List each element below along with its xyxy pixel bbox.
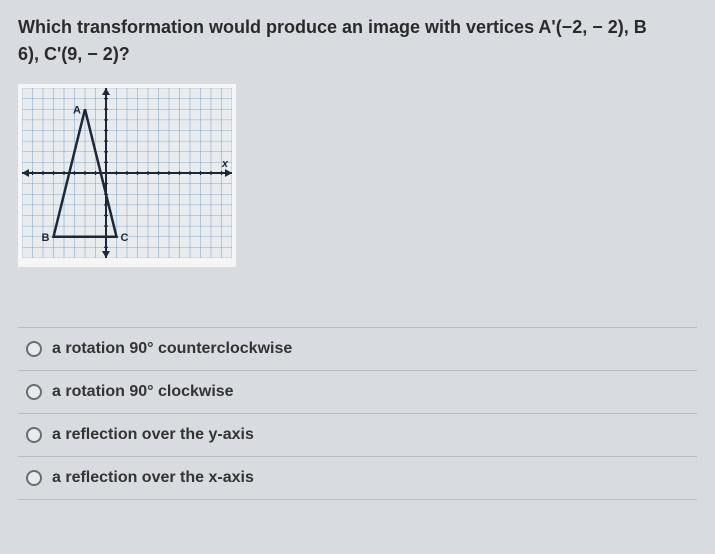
option-row[interactable]: a reflection over the x-axis bbox=[18, 456, 697, 500]
option-label: a rotation 90° counterclockwise bbox=[52, 340, 292, 358]
options-list: a rotation 90° counterclockwise a rotati… bbox=[18, 327, 697, 500]
radio-icon[interactable] bbox=[26, 384, 42, 400]
option-label: a rotation 90° clockwise bbox=[52, 383, 234, 401]
radio-icon[interactable] bbox=[26, 341, 42, 357]
svg-text:B: B bbox=[42, 232, 50, 244]
chart-svg: A B Cx bbox=[22, 88, 232, 258]
option-row[interactable]: a reflection over the y-axis bbox=[18, 413, 697, 456]
radio-icon[interactable] bbox=[26, 427, 42, 443]
question-text: Which transformation would produce an im… bbox=[18, 14, 697, 68]
coordinate-chart: A B Cx bbox=[18, 84, 236, 267]
svg-text:x: x bbox=[221, 158, 229, 170]
option-label: a reflection over the y-axis bbox=[52, 426, 254, 444]
question-line2: 6), C'(9, − 2)? bbox=[18, 44, 130, 64]
svg-text:C: C bbox=[121, 232, 129, 244]
question-line1: Which transformation would produce an im… bbox=[18, 17, 647, 37]
svg-text:A: A bbox=[73, 104, 81, 116]
radio-icon[interactable] bbox=[26, 470, 42, 486]
option-row[interactable]: a rotation 90° counterclockwise bbox=[18, 327, 697, 370]
option-row[interactable]: a rotation 90° clockwise bbox=[18, 370, 697, 413]
option-label: a reflection over the x-axis bbox=[52, 469, 254, 487]
